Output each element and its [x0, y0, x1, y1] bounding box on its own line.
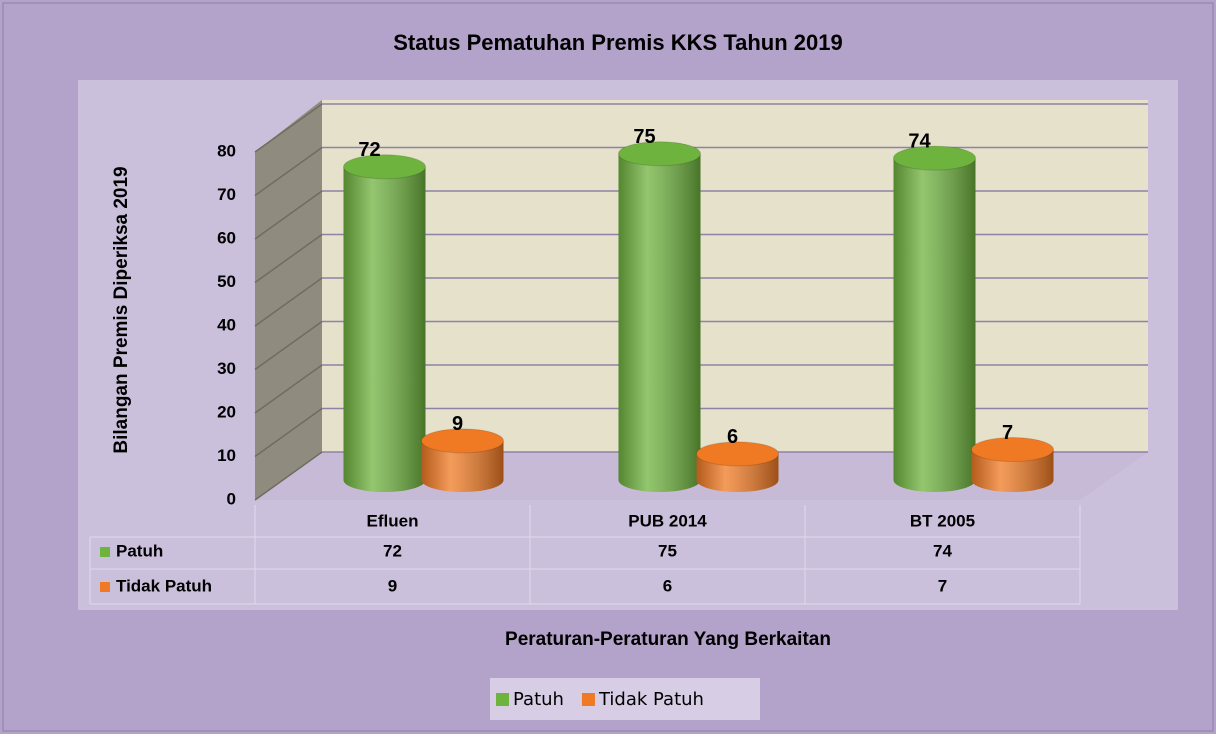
bar-top: [696, 441, 779, 467]
data-label: 74: [908, 130, 931, 152]
x-axis-label: Peraturan-Peraturan Yang Berkaitan: [505, 629, 831, 650]
grid-line: [254, 146, 323, 197]
grid-line: [254, 190, 323, 240]
legend-box: [490, 678, 760, 720]
grid-line: [254, 451, 323, 501]
side-wall: [255, 100, 322, 500]
grid-line: [254, 320, 323, 371]
data-label: 7: [1002, 422, 1013, 444]
legend-swatch: [100, 547, 110, 557]
table-row-label: Tidak Patuh: [116, 576, 212, 595]
back-wall: [322, 100, 1148, 452]
data-label: 75: [633, 126, 655, 148]
bar: [421, 428, 504, 492]
grid-line: [254, 277, 323, 327]
y-axis-label: Bilangan Premis Diperiksa 2019: [111, 166, 132, 453]
bar-body-shade: [893, 158, 976, 480]
y-tick-label: 70: [217, 185, 236, 204]
bar-top: [971, 437, 1054, 463]
grid-line: [254, 407, 323, 458]
y-tick-label: 0: [227, 489, 236, 508]
x-tick-label: PUB 2014: [628, 511, 707, 530]
table-cell: 6: [663, 576, 672, 595]
grid-line: [254, 103, 323, 153]
bar: [696, 441, 779, 492]
legend-swatch: [496, 693, 509, 706]
y-tick-label: 50: [217, 272, 236, 291]
chart-title: Status Pematuhan Premis KKS Tahun 2019: [393, 30, 843, 55]
bar: [618, 141, 701, 492]
bar: [893, 145, 976, 492]
x-tick-label: Efluen: [367, 511, 419, 530]
y-tick-label: 60: [217, 228, 236, 247]
data-label: 9: [452, 413, 463, 435]
table-cell: 7: [938, 576, 947, 595]
y-tick-label: 10: [217, 446, 236, 465]
table-cell: 9: [388, 576, 397, 595]
bar-top: [421, 428, 504, 454]
table-row-label: Patuh: [116, 541, 163, 560]
data-label: 72: [358, 139, 380, 161]
legend-swatch: [581, 693, 595, 706]
bar: [343, 154, 426, 492]
legend-label: Tidak Patuh: [598, 689, 704, 710]
bar-top: [618, 141, 701, 167]
x-tick-label: BT 2005: [910, 511, 975, 530]
bar-body-shade: [618, 153, 701, 480]
table-cell: 72: [383, 541, 402, 560]
y-tick-label: 30: [217, 359, 236, 378]
y-tick-label: 80: [217, 141, 236, 160]
y-tick-label: 40: [217, 315, 236, 334]
grid-line: [254, 364, 323, 414]
bar-body-shade: [343, 166, 426, 481]
table-cell: 75: [658, 541, 677, 560]
bar-top: [343, 154, 426, 180]
legend-label: Patuh: [513, 689, 564, 710]
bar-top: [893, 145, 976, 171]
legend-swatch: [100, 582, 110, 592]
bar: [971, 437, 1054, 492]
data-label: 6: [727, 426, 738, 448]
grid-line: [254, 233, 323, 284]
table-cell: 74: [933, 541, 952, 560]
y-tick-label: 20: [217, 402, 236, 421]
